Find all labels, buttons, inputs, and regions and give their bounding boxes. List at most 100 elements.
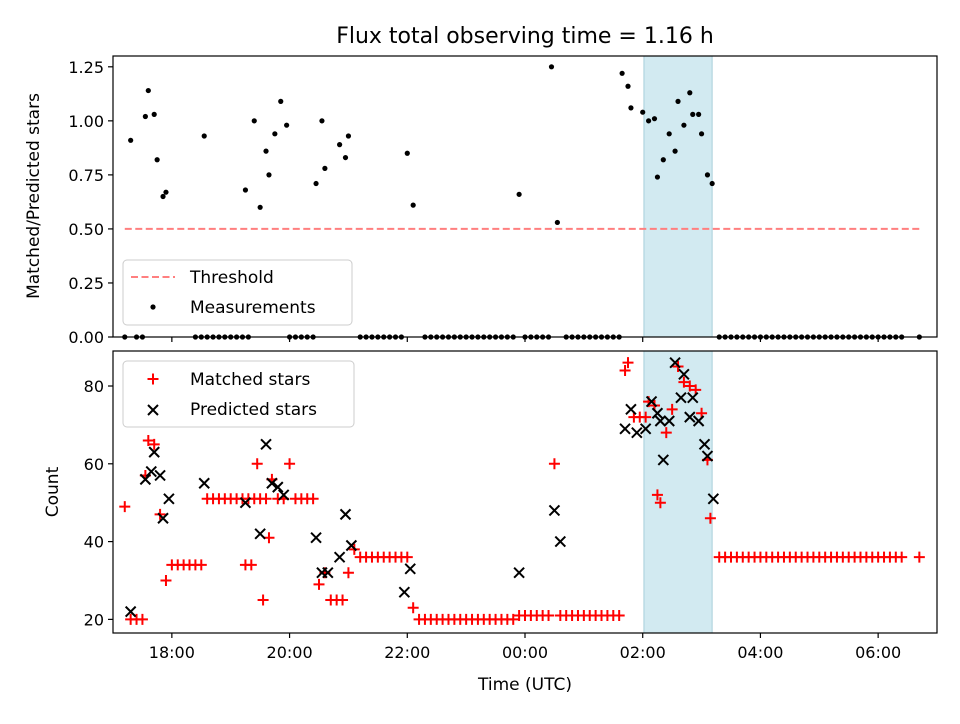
legend-measurement-swatch <box>150 304 156 310</box>
measurement-point <box>619 70 625 76</box>
measurement-point <box>410 202 416 208</box>
measurement-point <box>666 131 672 137</box>
measurement-point <box>142 113 148 120</box>
matched-stars-point <box>260 493 272 505</box>
legend-matched-label: Matched stars <box>190 370 310 390</box>
matched-stars-point <box>195 559 207 571</box>
measurement-point <box>266 172 272 178</box>
matched-stars-point <box>257 594 269 606</box>
predicted-stars-point <box>675 391 687 404</box>
x-tick-label: 20:00 <box>267 643 313 662</box>
predicted-stars-point <box>157 512 169 524</box>
x-axis-label: Time (UTC) <box>477 675 572 695</box>
x-tick-label: 06:00 <box>855 643 901 662</box>
measurement-point <box>160 193 166 200</box>
matched-stars-point <box>613 609 625 621</box>
legend-predicted-label: Predicted stars <box>190 400 317 420</box>
measurement-point <box>672 148 678 154</box>
matched-stars-point <box>507 613 519 625</box>
count-panel: 20 40 60 80 18:00 20:00 22:00 00:00 02:00 04:00 06… <box>84 350 938 662</box>
measurement-point <box>272 131 278 137</box>
matched-stars-point <box>548 458 560 470</box>
predicted-stars-point <box>277 489 290 501</box>
matched-stars-point <box>245 559 257 571</box>
y-tick-label: 1.25 <box>68 58 104 77</box>
measurement-point <box>698 131 705 137</box>
matched-stars-point <box>678 376 690 388</box>
predicted-stars-point <box>651 407 664 419</box>
legend-threshold-label: Threshold <box>189 268 274 288</box>
predicted-stars-point <box>678 368 690 381</box>
predicted-stars-point <box>139 473 152 486</box>
predicted-stars-point <box>707 493 720 505</box>
ratio-panel: 0.00 0.25 0.50 0.75 1.00 1.25 Threshold Measure… <box>68 55 938 347</box>
measurement-point <box>651 116 658 122</box>
matched-stars-point <box>704 512 716 524</box>
measurement-point <box>322 165 328 171</box>
measurement-point <box>154 157 160 163</box>
matched-stars-point <box>313 578 325 590</box>
matched-stars-point <box>640 411 652 423</box>
predicted-stars-point <box>260 438 272 451</box>
matched-stars-point <box>401 551 413 563</box>
measurement-point <box>709 180 715 187</box>
matched-stars-point <box>666 403 678 415</box>
y-tick-label: 1.00 <box>68 112 104 131</box>
x-tick-label: 18:00 <box>149 643 195 662</box>
predicted-stars-point <box>554 535 567 548</box>
predicted-stars-point <box>645 395 658 408</box>
matched-stars-point <box>148 438 160 450</box>
measurement-point <box>687 90 693 96</box>
measurement-point <box>696 111 702 117</box>
legend-box <box>122 360 355 428</box>
measurement-point <box>660 157 666 163</box>
measurement-point <box>640 109 646 115</box>
measurement-point <box>257 204 263 210</box>
predicted-stars-point <box>148 446 160 458</box>
matched-stars-point <box>619 364 631 376</box>
predicted-stars-point <box>272 481 284 493</box>
legend-predicted-swatch <box>147 404 159 416</box>
predicted-stars-point <box>145 465 157 478</box>
predicted-stars-point <box>669 356 681 369</box>
predicted-stars-point <box>684 411 696 423</box>
measurement-point <box>145 87 151 94</box>
predicted-stars-point <box>657 454 670 466</box>
y-tick-label: 40 <box>84 533 104 552</box>
y-tick-label: 80 <box>84 377 104 396</box>
predicted-stars-point <box>398 586 411 598</box>
matched-stars-point <box>660 427 672 439</box>
predicted-stars-point <box>310 531 322 544</box>
measurement-point <box>554 219 560 226</box>
x-tick-label: 02:00 <box>620 643 666 662</box>
measurement-point <box>319 118 325 124</box>
y-tick-label: 0.75 <box>68 166 104 185</box>
measurement-point <box>151 111 157 117</box>
y-tick-label: 0.00 <box>68 328 104 347</box>
predicted-stars-point <box>639 423 652 435</box>
matched-stars-point <box>654 497 666 509</box>
matched-stars-point <box>684 380 696 392</box>
predicted-stars-point <box>198 477 210 489</box>
measurement-point <box>628 105 634 111</box>
matched-stars-point <box>119 501 131 513</box>
predicted-stars-point <box>619 423 631 435</box>
predicted-stars-point <box>692 415 705 427</box>
legend-measurement-label: Measurements <box>190 298 316 318</box>
predicted-stars-point <box>513 567 525 579</box>
predicted-stars-point <box>333 551 346 563</box>
matched-stars-point <box>337 594 349 606</box>
matched-stars-point <box>284 458 296 470</box>
legend-matched-swatch <box>147 373 159 385</box>
predicted-stars-point <box>163 493 175 505</box>
predicted-stars-point <box>254 528 266 540</box>
ratio-legend: Threshold Measurements <box>122 259 353 326</box>
predicted-stars-point <box>687 391 699 404</box>
y-tick-label: 60 <box>84 455 104 474</box>
predicted-stars-point <box>548 504 561 517</box>
matched-stars-point <box>651 489 663 501</box>
measurement-point <box>342 154 349 161</box>
y-tick-label: 0.25 <box>68 274 104 293</box>
